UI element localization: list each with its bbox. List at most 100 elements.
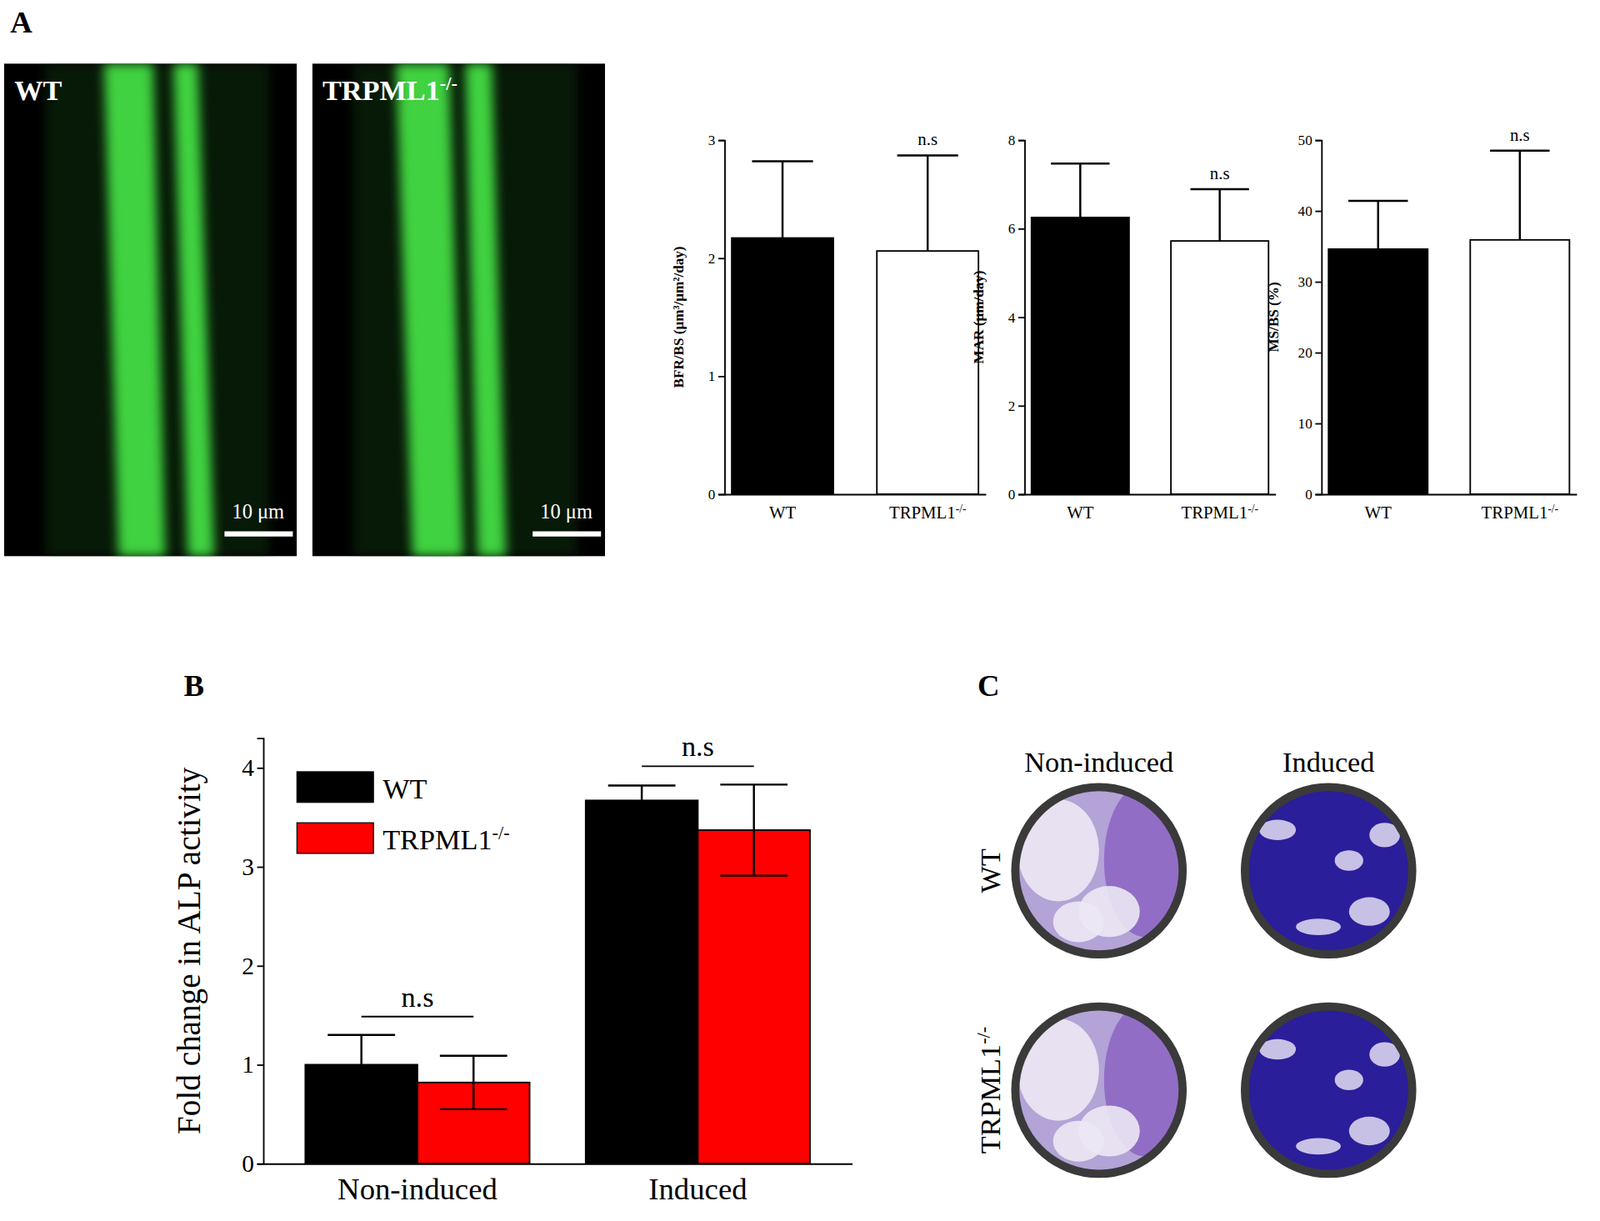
micrograph-label: WT: [14, 74, 62, 106]
text-part: TRPML1: [974, 1044, 1006, 1154]
bar: [876, 250, 979, 495]
y-axis-title: MS/BS (%): [1265, 281, 1282, 352]
error-bar: [1079, 163, 1081, 218]
x-axis: WT TRPML1-/-: [1321, 494, 1577, 523]
tick-label: 4: [1008, 310, 1016, 326]
legend-swatch: [296, 822, 374, 854]
tick-mark: [257, 965, 264, 967]
axis-line: [1018, 140, 1025, 495]
y-axis-title: Fold change in ALP activity: [170, 766, 208, 1135]
annotation: n.s: [681, 730, 715, 762]
tick-mark: [257, 1064, 264, 1066]
plot-area: [305, 784, 810, 1164]
error-cap: [1490, 150, 1550, 152]
bar: [585, 800, 699, 1164]
error-bar: [1218, 189, 1220, 241]
tick-label: TRPML1-/-: [1180, 502, 1259, 524]
tick-mark: [1315, 494, 1321, 496]
well: [1245, 1006, 1413, 1175]
scale-bar-label: 10 μm: [540, 500, 593, 523]
tick-label: 4: [241, 754, 255, 781]
tick-label: 0: [1305, 486, 1313, 503]
tick-label: 1: [708, 368, 716, 385]
tick: TRPML1-/-: [889, 494, 967, 523]
legend: WTTRPML1-/-: [296, 771, 510, 855]
stain-patch: [1349, 897, 1390, 926]
stain-patch: [1295, 918, 1341, 935]
tick-label: 0: [241, 1150, 255, 1177]
tick: WT: [1365, 494, 1393, 523]
error-cap: [720, 874, 788, 876]
annotation-bracket: [641, 765, 755, 767]
y-axis-title: BFR/BS (μm³/μm²/day): [670, 245, 687, 388]
error-cap: [608, 784, 676, 786]
well-row-label: WT: [974, 848, 1006, 893]
y-axis: 0123: [708, 132, 725, 503]
tick-mark: [1018, 228, 1025, 230]
y-axis-title: MAR (μm/day): [970, 270, 987, 364]
tick-mark: [257, 866, 264, 869]
tick-label: 2: [1008, 398, 1016, 415]
error-bar: [781, 161, 784, 239]
well-fill: [1245, 786, 1413, 955]
tick-mark: [1018, 494, 1025, 496]
scale-bar: [224, 531, 293, 537]
text-part: TRPML1: [322, 74, 440, 106]
bar: [1470, 240, 1570, 495]
annotation: n.s: [917, 129, 938, 150]
superscript: -/-: [492, 822, 510, 844]
tick: 1: [708, 368, 725, 385]
stain-patch: [1335, 850, 1364, 870]
error-cap: [1348, 200, 1408, 202]
tick-mark: [1018, 140, 1025, 142]
micrograph: [312, 63, 605, 556]
error-cap: [327, 1093, 395, 1095]
tick-label: 40: [1298, 203, 1313, 220]
tick: 10: [1298, 415, 1322, 432]
tick-label: 6: [1008, 220, 1016, 237]
axis-line: [1315, 140, 1322, 495]
well-column-label: Non-induced: [1024, 745, 1174, 778]
error-bar: [1377, 200, 1380, 250]
x-axis: WTTRPML1-/-: [725, 494, 986, 523]
superscript: -/-: [973, 1026, 995, 1045]
tick: 4: [1008, 310, 1025, 326]
scale-bar: [532, 531, 601, 537]
error-bar: [640, 785, 643, 816]
tick-label: 2: [241, 952, 255, 980]
figure: ABCWT10 μmTRPML1-/-10 μmNon-inducedInduc…: [0, 0, 1600, 1221]
micrograph-background: [4, 63, 297, 556]
text-part: TRPML1: [382, 823, 492, 855]
fluorescent-band: [465, 63, 506, 556]
bar: [697, 830, 810, 1164]
well-rim: [1245, 786, 1413, 955]
error-cap: [1050, 162, 1110, 165]
fluorescent-band: [173, 63, 215, 556]
tick-mark: [1018, 316, 1025, 319]
tick: Induced: [648, 1163, 747, 1206]
tick-label: 3: [708, 132, 716, 149]
error-cap: [720, 783, 788, 785]
well: [1015, 784, 1185, 955]
tick-label: WT: [1066, 502, 1095, 523]
tick-label: 3: [241, 853, 255, 880]
tick-mark: [718, 494, 725, 496]
panel-label: C: [977, 668, 1000, 703]
tick: 6: [1008, 220, 1025, 237]
plot-area: [1031, 163, 1269, 495]
annotation: n.s: [400, 980, 434, 1013]
error-cap: [608, 814, 676, 816]
annotation: n.s: [1510, 125, 1530, 145]
tick-mark: [257, 1163, 264, 1165]
tick-mark: [718, 257, 725, 260]
superscript: -/-: [955, 502, 967, 515]
tick-label: 30: [1298, 274, 1313, 290]
well: [1245, 786, 1413, 955]
error-cap: [751, 160, 813, 162]
tick: TRPML1-/-: [1180, 494, 1259, 523]
well-rim: [1015, 1006, 1183, 1175]
tick: TRPML1-/-: [1481, 494, 1560, 523]
axis-line: [725, 494, 986, 496]
axis-line: [718, 140, 725, 495]
y-axis: 01234: [241, 738, 264, 1177]
